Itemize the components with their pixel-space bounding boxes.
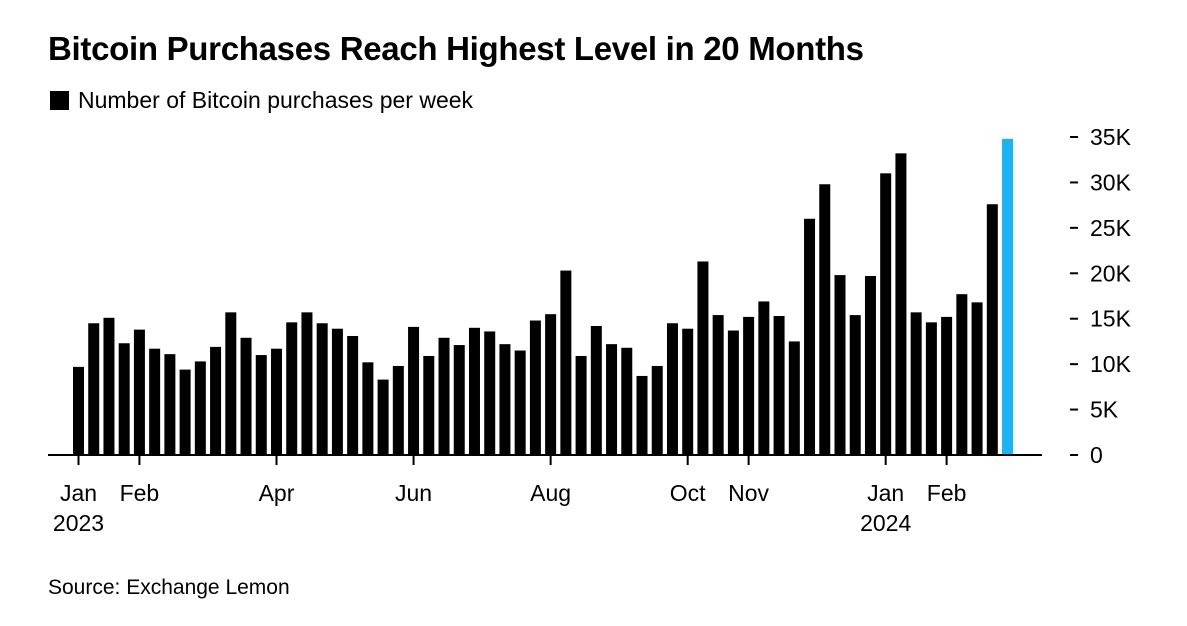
legend-label: Number of Bitcoin purchases per week [78,87,474,113]
y-tick-label: 5K [1090,397,1119,423]
bar [73,366,84,455]
x-axis: Jan 2023 Feb Apr Jun Aug Oct Nov Jan 2024 Feb [48,454,1042,536]
bar [545,314,557,455]
bar [956,294,968,455]
bar [499,344,511,455]
bar [377,379,389,455]
bar [392,365,404,455]
y-tick-label: 20K [1090,260,1132,286]
bar [88,323,100,455]
x-tick-label: Jun [395,480,432,506]
bar [484,331,496,455]
bar [240,337,252,455]
bar [849,315,861,455]
bar [210,346,222,455]
y-tick-label: 15K [1090,306,1132,332]
bar [118,343,130,455]
bar [758,301,770,455]
bar [834,275,846,455]
bar [575,355,587,455]
x-tick-year-label: 2024 [860,510,911,536]
bar [301,312,313,455]
bar [880,173,892,455]
bar [255,355,267,455]
source-note: Source: Exchange Lemon [48,576,290,599]
bar [438,337,450,455]
bar [286,322,298,455]
bar [986,204,998,455]
x-tick-label: Nov [728,480,769,506]
bar [666,323,678,455]
bar [621,347,633,455]
bar [453,345,465,455]
y-tick-label: 10K [1090,351,1132,377]
bar [133,329,145,455]
bar-highlight [1002,138,1014,455]
x-tick-label: Feb [120,480,160,506]
legend: Number of Bitcoin purchases per week [50,87,473,114]
bar [773,315,785,455]
bar [651,365,663,455]
bar [727,330,739,455]
x-tick-label: Feb [927,480,967,506]
x-tick-label: Jan [867,480,904,506]
bar [423,355,435,455]
bar [636,375,648,455]
bar [149,348,161,455]
chart-title: Bitcoin Purchases Reach Highest Level in… [48,30,864,67]
bar [682,328,694,455]
bar [590,325,602,455]
x-tick-label: Aug [530,480,571,506]
bar [606,344,618,455]
bar [225,312,237,455]
y-tick-label: 25K [1090,215,1132,241]
bar [864,276,876,455]
bar [895,153,907,455]
bar [925,322,937,455]
x-tick-label: Oct [670,480,706,506]
y-tick-label: 30K [1090,169,1132,195]
bar [331,328,343,455]
bar [910,312,922,455]
x-tick-label: Jan [60,480,97,506]
bar [316,323,328,455]
y-tick-label: 0 [1090,442,1103,468]
bar [529,320,541,455]
bar [560,270,572,455]
y-axis: 0 5K 10K 15K 20K 25K 30K 35K [1070,124,1132,468]
x-tick-year-label: 2023 [53,510,104,536]
bar [408,326,420,455]
x-tick-label: Apr [259,480,295,506]
bar [270,348,282,455]
bar [788,341,800,455]
bar [514,350,526,455]
bar [362,362,374,455]
bar [971,302,983,455]
bar [468,327,480,455]
bar [179,369,191,455]
bar [712,315,724,455]
bar [164,354,176,455]
bar [103,317,115,455]
bar [697,261,709,455]
bar [819,184,831,455]
bar [804,218,816,455]
bar [194,361,206,455]
legend-swatch [50,91,69,110]
bar [347,335,359,455]
bar [743,316,755,455]
bar [941,316,953,455]
bars-group [73,138,1014,455]
y-tick-label: 35K [1090,124,1132,150]
